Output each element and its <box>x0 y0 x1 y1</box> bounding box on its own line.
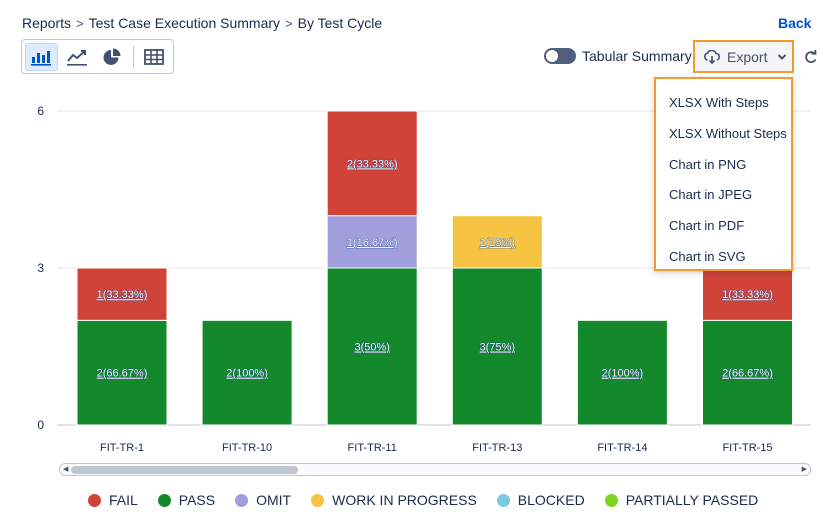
bar-segment[interactable] <box>576 319 668 426</box>
breadcrumb-test-case-execution-summary[interactable]: Test Case Execution Summary <box>88 15 281 31</box>
legend-item[interactable]: WORK IN PROGRESS <box>311 492 477 508</box>
legend-item[interactable]: OMIT <box>235 492 291 508</box>
view-switcher <box>21 39 174 74</box>
y-tick-label: 0 <box>37 418 44 432</box>
breadcrumb-reports[interactable]: Reports <box>22 15 72 31</box>
legend-dot <box>604 493 618 507</box>
y-tick-label: 6 <box>37 104 44 118</box>
refresh-icon[interactable] <box>804 49 818 65</box>
bar-segment[interactable] <box>702 267 793 321</box>
pie-chart-view-button[interactable] <box>96 43 128 71</box>
table-view-button[interactable] <box>138 43 170 71</box>
data-label: 1(33.33%) <box>97 289 148 301</box>
data-label: 2(100%) <box>602 368 644 380</box>
chart-horizontal-scrollbar[interactable]: ◀ ▶ <box>59 463 811 476</box>
legend-item[interactable]: BLOCKED <box>496 492 585 508</box>
bar-segment[interactable] <box>326 267 418 426</box>
x-tick-label: FIT-TR-13 <box>472 442 522 454</box>
pie-chart-icon <box>103 48 121 65</box>
data-label: 2(66.67%) <box>97 368 148 380</box>
view-divider <box>132 45 134 68</box>
x-tick-label: FIT-TR-15 <box>722 442 772 454</box>
legend-item[interactable]: FAIL <box>88 492 138 508</box>
table-icon <box>143 48 164 65</box>
export-xlsx-without-steps[interactable]: XLSX Without Steps <box>669 125 787 141</box>
legend-dot <box>311 493 325 507</box>
tabular-summary-toggle-wrap: Tabular Summary <box>544 48 692 64</box>
back-link[interactable]: Back <box>778 15 812 31</box>
bar-chart-icon <box>31 50 52 66</box>
x-tick-label: FIT-TR-14 <box>597 442 647 454</box>
export-chart-png[interactable]: Chart in PNG <box>669 156 747 172</box>
chevron-right-icon: > <box>285 15 293 31</box>
cloud-download-icon <box>704 49 721 64</box>
data-label: 3(50%) <box>354 342 389 354</box>
scroll-left-icon[interactable]: ◀ <box>63 466 69 473</box>
data-label: 2(33.33%) <box>347 158 398 170</box>
legend-item[interactable]: PASS <box>157 492 216 508</box>
stacked-bar-chart: 0 3 6 2(66.67%) 1(33.33%) FIT-TR-1 2(100%) FIT-… <box>37 104 811 454</box>
chevron-down-icon <box>778 53 787 60</box>
bar-segment[interactable] <box>702 319 793 426</box>
legend-label: FAIL <box>109 492 138 508</box>
legend-dot <box>235 493 249 507</box>
legend-label: BLOCKED <box>517 492 585 508</box>
export-chart-svg[interactable]: Chart in SVG <box>669 248 746 264</box>
export-button[interactable]: Export <box>693 40 794 73</box>
data-label: 2(100%) <box>226 368 268 380</box>
data-label: 1(16.67%) <box>347 237 398 249</box>
legend-item[interactable]: PARTIALLY PASSED <box>604 492 759 508</box>
x-tick-label: FIT-TR-1 <box>100 442 144 454</box>
legend-label: OMIT <box>256 492 292 508</box>
legend-label: WORK IN PROGRESS <box>332 492 477 508</box>
line-chart-view-button[interactable] <box>61 43 93 71</box>
legend-label: PASS <box>178 492 216 508</box>
legend-dot <box>496 493 510 507</box>
export-menu: XLSX With Steps XLSX Without Steps Chart… <box>654 77 793 271</box>
data-label: 1(25%) <box>480 237 515 249</box>
breadcrumb-current: By Test Cycle <box>297 15 383 31</box>
bar-segment[interactable] <box>451 267 543 426</box>
export-chart-pdf[interactable]: Chart in PDF <box>669 218 745 234</box>
data-label: 1(33.33%) <box>722 289 773 301</box>
legend-label: PARTIALLY PASSED <box>625 492 759 508</box>
line-chart-icon <box>66 49 87 66</box>
export-xlsx-with-steps[interactable]: XLSX With Steps <box>669 95 769 110</box>
chevron-right-icon: > <box>76 15 84 31</box>
export-label: Export <box>727 48 768 65</box>
chart-legend: FAIL PASS OMIT WORK IN PROGRESS BLOCKED PARTI… <box>88 492 778 508</box>
data-label: 3(75%) <box>480 342 515 354</box>
toggle-knob <box>546 50 558 62</box>
scroll-right-icon[interactable]: ▶ <box>801 466 807 473</box>
scrollbar-thumb[interactable] <box>71 466 298 474</box>
tabular-summary-toggle[interactable] <box>544 48 576 64</box>
bar-segment[interactable] <box>76 267 168 321</box>
y-tick-label: 3 <box>37 261 44 275</box>
data-label: 2(66.67%) <box>722 368 773 380</box>
tabular-summary-label: Tabular Summary <box>582 48 692 64</box>
bar-segment[interactable] <box>201 319 293 426</box>
legend-dot <box>88 493 101 507</box>
bar-segment[interactable] <box>451 215 543 269</box>
bar-chart-view-button[interactable] <box>25 42 58 71</box>
x-tick-label: FIT-TR-11 <box>348 442 397 454</box>
x-tick-label: FIT-TR-10 <box>222 442 272 454</box>
breadcrumb: Reports > Test Case Execution Summary > … <box>22 15 382 31</box>
bar-segment[interactable] <box>326 110 418 217</box>
export-chart-jpeg[interactable]: Chart in JPEG <box>669 187 753 203</box>
legend-dot <box>157 493 171 507</box>
bar-segment[interactable] <box>76 319 168 426</box>
